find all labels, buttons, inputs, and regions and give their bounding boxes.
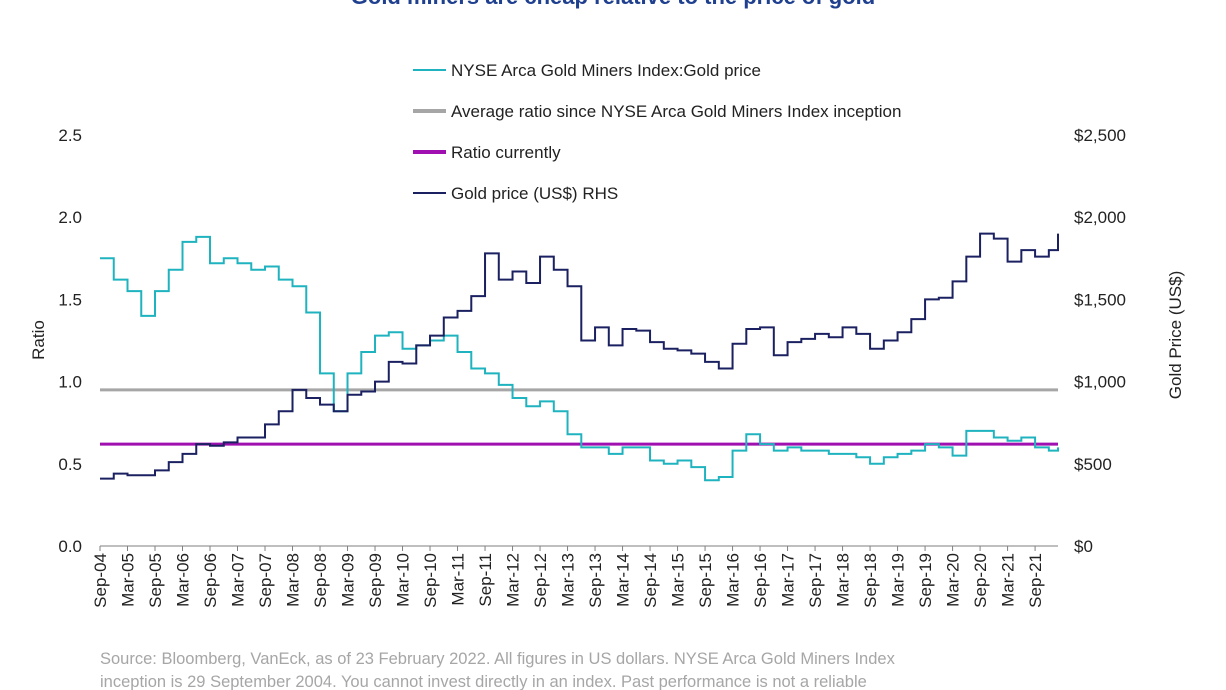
x-tick-label: Sep-13 xyxy=(586,553,605,608)
left-tick-label: 1.0 xyxy=(58,373,82,392)
left-axis-title: Ratio xyxy=(29,320,48,360)
x-tick-label: Mar-16 xyxy=(724,553,743,607)
x-tick-label: Sep-18 xyxy=(861,553,880,608)
x-tick-label: Sep-04 xyxy=(91,553,110,608)
x-tick-label: Mar-15 xyxy=(669,553,688,607)
legend-entry: Gold price (US$) RHS xyxy=(451,184,618,203)
gold-price-us-rhs-line xyxy=(100,232,1059,480)
x-tick-label: Mar-20 xyxy=(944,553,963,607)
x-tick-label: Sep-20 xyxy=(971,553,990,608)
x-tick-label: Sep-19 xyxy=(916,553,935,608)
legend: NYSE Arca Gold Miners Index:Gold price Av… xyxy=(413,61,901,203)
x-tick-label: Sep-06 xyxy=(201,553,220,608)
x-tick-label: Mar-17 xyxy=(779,553,798,607)
x-tick-label: Mar-10 xyxy=(394,553,413,607)
x-tick-label: Mar-11 xyxy=(449,553,468,606)
x-tick-label: Mar-05 xyxy=(119,553,138,607)
x-axis-ticks: Sep-04 Mar-05 Sep-05 Mar-06 Sep-06 Mar-07 Sep-… xyxy=(91,546,1045,608)
x-tick-label: Sep-15 xyxy=(696,553,715,608)
x-tick-label: Mar-12 xyxy=(504,553,523,607)
x-tick-label: Sep-12 xyxy=(531,553,550,608)
x-tick-label: Mar-19 xyxy=(889,553,908,607)
plot-area: 0.0 0.5 1.0 1.5 2.0 2.5 $0 $500 $1,000 $1,500 $2,… xyxy=(58,126,1126,608)
left-axis-ticks: 0.0 0.5 1.0 1.5 2.0 2.5 xyxy=(58,126,82,556)
x-tick-label: Mar-09 xyxy=(339,553,358,607)
x-tick-label: Mar-07 xyxy=(229,553,248,607)
x-tick-label: Mar-21 xyxy=(999,553,1018,607)
legend-entry: NYSE Arca Gold Miners Index:Gold price xyxy=(451,61,761,80)
x-tick-label: Mar-08 xyxy=(284,553,303,607)
chart-title: Gold miners are cheap relative to the pr… xyxy=(351,0,875,9)
x-tick-label: Sep-10 xyxy=(421,553,440,608)
x-tick-label: Sep-09 xyxy=(366,553,385,608)
right-tick-label: $1,500 xyxy=(1074,290,1126,309)
nyse-arca-gold-miners-index-gold-price-line xyxy=(100,235,1059,482)
x-tick-label: Sep-16 xyxy=(751,553,770,608)
left-tick-label: 1.5 xyxy=(58,290,82,309)
x-tick-label: Sep-07 xyxy=(256,553,275,608)
series-layer xyxy=(100,232,1059,482)
x-tick-label: Sep-17 xyxy=(806,553,825,608)
right-axis-title: Gold Price (US$) xyxy=(1166,271,1185,399)
x-tick-label: Sep-21 xyxy=(1026,553,1045,608)
right-tick-label: $2,000 xyxy=(1074,208,1126,227)
x-tick-label: Mar-06 xyxy=(174,553,193,607)
left-tick-label: 2.5 xyxy=(58,126,82,145)
x-tick-label: Mar-13 xyxy=(559,553,578,607)
source-note-line-2: inception is 29 September 2004. You cann… xyxy=(100,673,867,690)
left-tick-label: 2.0 xyxy=(58,208,82,227)
legend-entry: Average ratio since NYSE Arca Gold Miner… xyxy=(451,102,901,121)
right-tick-label: $0 xyxy=(1074,537,1093,556)
x-tick-label: Sep-14 xyxy=(641,553,660,608)
left-tick-label: 0.5 xyxy=(58,455,82,474)
right-tick-label: $2,500 xyxy=(1074,126,1126,145)
legend-entry: Ratio currently xyxy=(451,143,561,162)
x-tick-label: Mar-14 xyxy=(614,553,633,607)
right-tick-label: $1,000 xyxy=(1074,373,1126,392)
left-tick-label: 0.0 xyxy=(58,537,82,556)
right-tick-label: $500 xyxy=(1074,455,1112,474)
source-note-line-1: Source: Bloomberg, VanEck, as of 23 Febr… xyxy=(100,650,896,668)
x-tick-label: Sep-05 xyxy=(146,553,165,608)
x-tick-label: Sep-11 xyxy=(476,553,495,607)
right-axis-ticks: $0 $500 $1,000 $1,500 $2,000 $2,500 xyxy=(1074,126,1126,556)
x-tick-label: Sep-08 xyxy=(311,553,330,608)
x-tick-label: Mar-18 xyxy=(834,553,853,607)
